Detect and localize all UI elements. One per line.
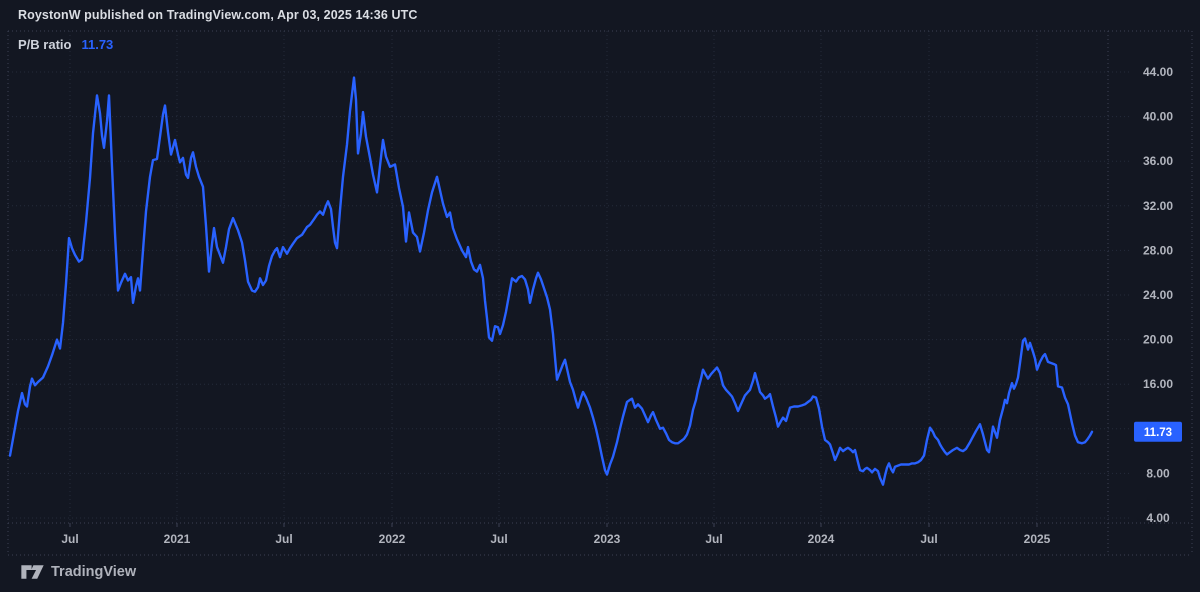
x-axis-label: 2025 <box>1024 532 1051 546</box>
x-axis-label: 2024 <box>808 532 835 546</box>
time-axis[interactable]: Jul 2021 Jul 2022 Jul 2023 Jul 2024 Jul 2025 <box>61 532 1050 546</box>
series-legend-label: P/B ratio <box>18 37 72 52</box>
y-axis-label: 28.00 <box>1143 243 1173 257</box>
x-axis-label: Jul <box>61 532 78 546</box>
y-axis-label: 36.00 <box>1143 154 1173 168</box>
x-axis-label: 2021 <box>164 532 191 546</box>
x-axis-label: Jul <box>490 532 507 546</box>
y-axis-label: 8.00 <box>1146 466 1170 480</box>
tradingview-logo[interactable]: TradingView <box>20 562 136 582</box>
publish-title: RoystonW published on TradingView.com, A… <box>18 8 418 22</box>
series-line <box>8 76 1094 486</box>
grid <box>8 31 1130 523</box>
series-legend[interactable]: P/B ratio 11.73 <box>18 37 113 52</box>
x-axis-label: Jul <box>920 532 937 546</box>
series-legend-value: 11.73 <box>81 37 114 52</box>
last-price-badge[interactable]: 11.73 <box>1134 421 1182 442</box>
y-axis-label: 32.00 <box>1143 199 1173 213</box>
y-axis-label: 24.00 <box>1143 288 1173 302</box>
tradingview-logo-text: TradingView <box>51 564 137 580</box>
last-price-badge-bg <box>1134 421 1182 442</box>
y-axis-label: 44.00 <box>1143 65 1173 79</box>
x-axis-label: Jul <box>275 532 292 546</box>
x-axis-label: 2023 <box>594 532 621 546</box>
y-axis-label: 16.00 <box>1143 377 1173 391</box>
x-axis-label: 2022 <box>379 532 406 546</box>
x-axis-label: Jul <box>705 532 722 546</box>
last-price-badge-text: 11.73 <box>1144 427 1172 439</box>
y-axis-label: 4.00 <box>1146 511 1170 525</box>
tradingview-logo-icon <box>21 565 44 579</box>
chart-frame <box>7 30 1193 556</box>
y-axis-label: 20.00 <box>1143 333 1173 347</box>
y-axis-label: 40.00 <box>1143 110 1173 124</box>
price-axis[interactable]: 44.00 40.00 36.00 32.00 28.00 24.00 20.00 16.00… <box>1143 65 1173 525</box>
